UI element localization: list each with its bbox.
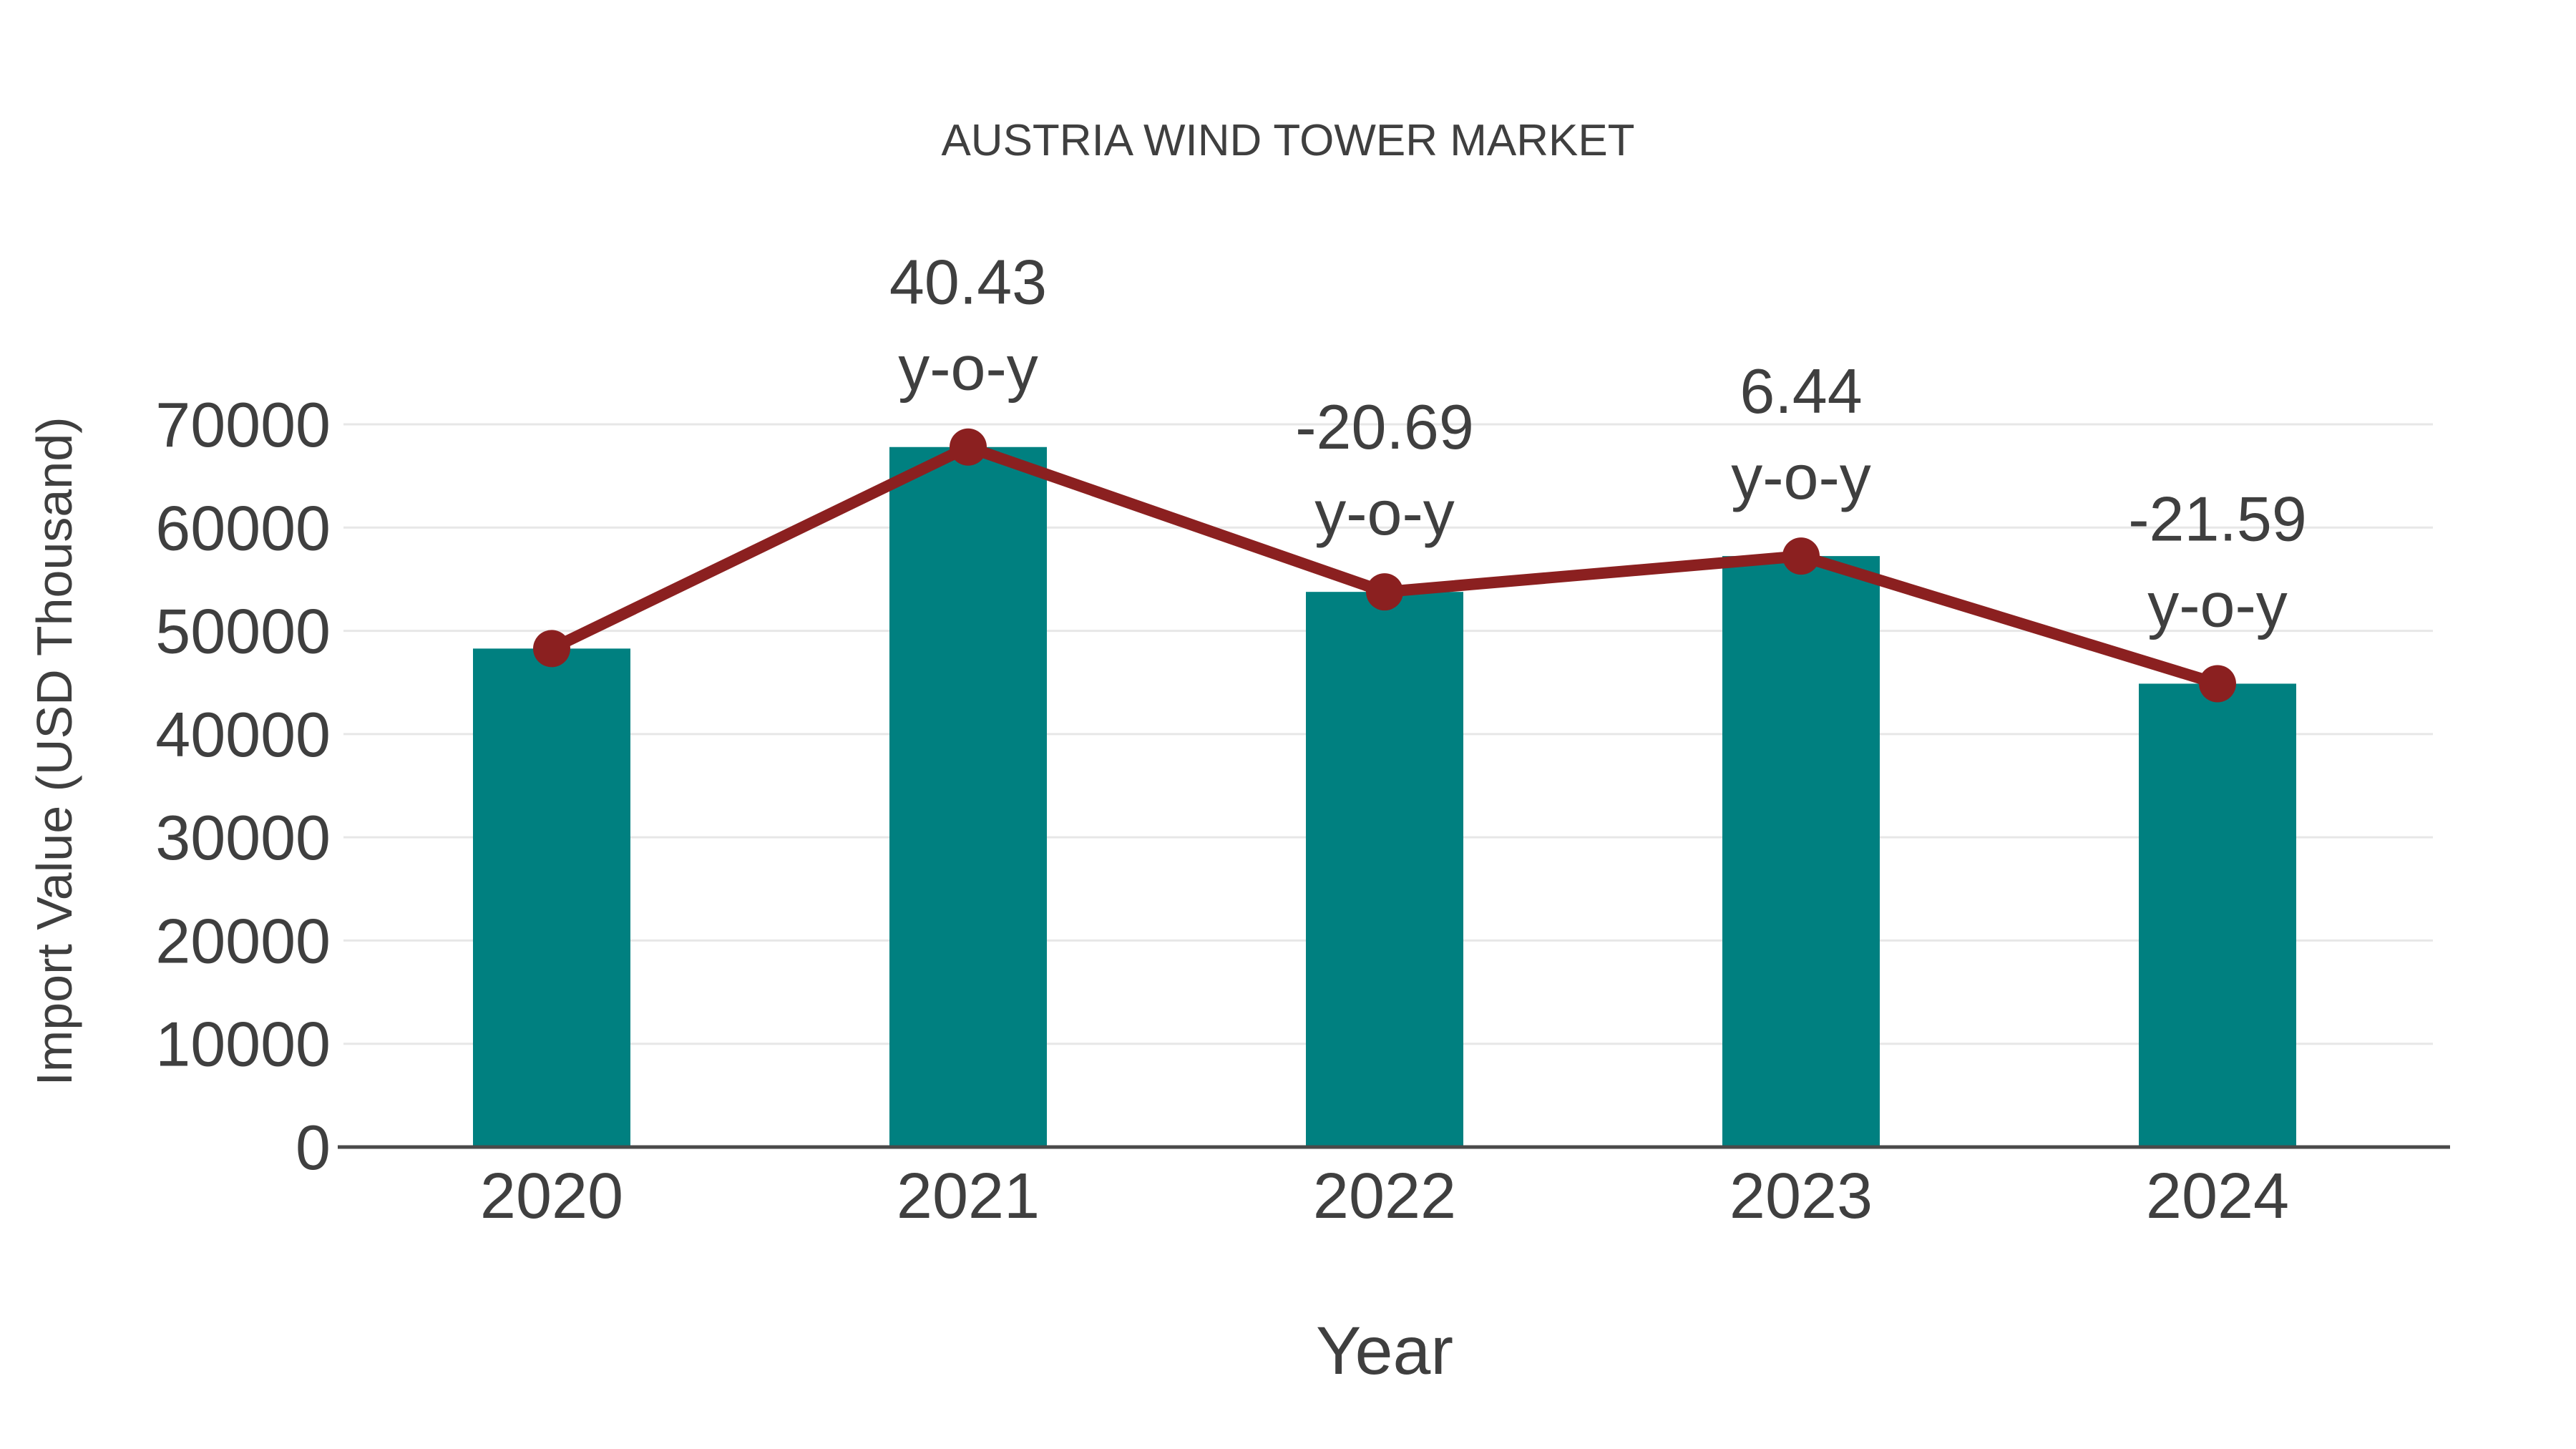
annotation-suffix-2022: y-o-y [1314, 477, 1455, 548]
line-series-layer [533, 428, 2236, 703]
bar-2024 [2139, 683, 2296, 1147]
x-axis-title: Year [1316, 1313, 1453, 1389]
y-tick-label-20000: 20000 [155, 905, 331, 976]
y-tick-label-0: 0 [296, 1112, 331, 1183]
data-point-marker-2021 [950, 428, 987, 466]
bar-2023 [1722, 556, 1880, 1147]
data-point-marker-2023 [1782, 537, 1820, 575]
annotation-value-2024: -21.59 [2128, 483, 2307, 554]
bars-layer [473, 447, 2296, 1147]
y-axis-title: Import Value (USD Thousand) [26, 416, 82, 1085]
annotation-value-2023: 6.44 [1740, 356, 1862, 426]
annotations-layer: 40.43 y-o-y -20.69 y-o-y 6.44 y-o-y -21.59 y-o-… [889, 247, 2307, 640]
y-tick-label-10000: 10000 [155, 1009, 331, 1080]
x-tick-label-2021: 2021 [897, 1161, 1040, 1232]
bar-2021 [889, 447, 1047, 1147]
y-tick-label-30000: 30000 [155, 802, 331, 873]
bar-2020 [473, 648, 630, 1147]
x-tick-label-2024: 2024 [2146, 1161, 2289, 1232]
tick-labels-layer: 0 10000 20000 30000 40000 50000 60000 70000 2020… [155, 389, 2289, 1232]
annotation-value-2022: -20.69 [1295, 391, 1474, 462]
x-tick-label-2023: 2023 [1729, 1161, 1873, 1232]
bar-2022 [1306, 592, 1463, 1147]
annotation-value-2021: 40.43 [889, 247, 1047, 318]
x-tick-label-2022: 2022 [1313, 1161, 1456, 1232]
y-tick-label-50000: 50000 [155, 596, 331, 667]
annotation-suffix-2024: y-o-y [2147, 569, 2288, 640]
annotation-suffix-2023: y-o-y [1731, 441, 1871, 512]
data-point-marker-2022 [1366, 573, 1403, 611]
annotation-suffix-2021: y-o-y [898, 333, 1038, 404]
y-tick-label-40000: 40000 [155, 699, 331, 770]
x-tick-label-2020: 2020 [480, 1161, 623, 1232]
chart-title: AUSTRIA WIND TOWER MARKET [941, 116, 1634, 165]
data-point-marker-2024 [2199, 665, 2236, 703]
data-point-marker-2020 [533, 630, 570, 668]
y-tick-label-70000: 70000 [155, 389, 331, 460]
y-tick-label-60000: 60000 [155, 492, 331, 563]
